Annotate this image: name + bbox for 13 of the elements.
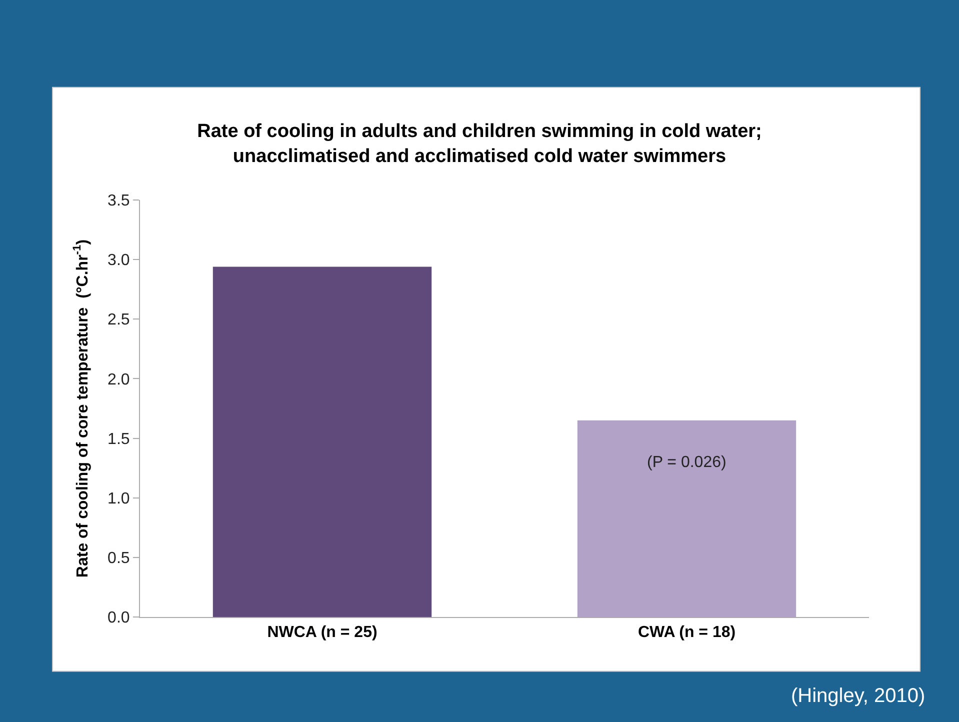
x-tick-label: NWCA (n = 25) xyxy=(267,624,378,642)
y-tick-label: 2.0 xyxy=(108,371,130,388)
text: (Hingley, 2010) xyxy=(791,685,926,707)
y-tick-label: 2.5 xyxy=(108,312,130,329)
y-tick-label: 0.0 xyxy=(108,610,130,627)
x-tick-label: CWA (n = 18) xyxy=(638,624,736,642)
y-tick-label: 3.0 xyxy=(108,252,130,270)
chart-title: Rate of cooling in adults and children swimming in cold water; unacclimatised and acclimatised cold water swimmers xyxy=(197,121,762,167)
y-tick-label: 0.5 xyxy=(108,550,130,568)
y-tick-label: 1.0 xyxy=(108,490,130,508)
annotation: (P = 0.026) xyxy=(647,454,726,471)
y-tick-label: 3.5 xyxy=(108,192,130,210)
y-tick-label: 1.5 xyxy=(108,430,130,448)
